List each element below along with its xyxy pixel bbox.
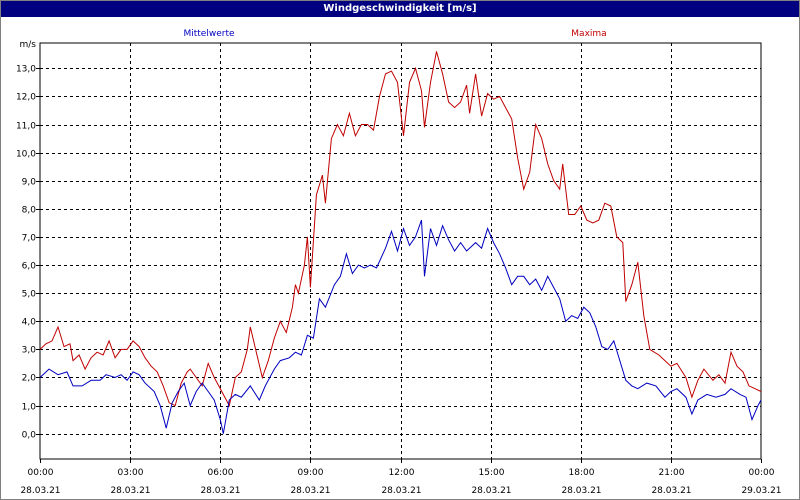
x-tick-time-label: 06:00 [208, 468, 234, 478]
plot-frame [39, 42, 762, 460]
x-tick-time-label: 21:00 [659, 468, 685, 478]
series-line-maxima [39, 51, 762, 408]
x-tick-date-label: 28.03.21 [290, 486, 330, 496]
x-tick-date-label: 29.03.21 [741, 486, 781, 496]
x-tick-time-label: 09:00 [298, 468, 324, 478]
x-tick-time-label: 00:00 [28, 468, 54, 478]
x-tick-date-label: 28.03.21 [20, 486, 60, 496]
x-tick-time-label: 00:00 [749, 468, 775, 478]
y-tick-label: 0,0 [22, 431, 37, 441]
wind-speed-chart: 0,0 1,0 2,0 3,0 4,0 5,0 6,0 7,0 8,0 9,0 10,0 11,0 12… [16, 29, 782, 496]
y-tick-label: 9,0 [22, 178, 37, 188]
window-title: Windgeschwindigkeit [m/s] [1, 1, 799, 17]
x-tick-date-label: 28.03.21 [471, 486, 511, 496]
y-tick-label: 12,0 [16, 93, 36, 103]
y-tick-label: 8,0 [22, 206, 37, 216]
series-line-mittelwerte [39, 219, 762, 434]
x-tick-time-label: 03:00 [118, 468, 144, 478]
x-tick-time-label: 15:00 [479, 468, 505, 478]
x-tick-date-label: 28.03.21 [110, 486, 150, 496]
legend-maxima: Maxima [571, 29, 606, 39]
x-tick-time-label: 12:00 [389, 468, 415, 478]
y-tick-label: 3,0 [22, 346, 37, 356]
x-tick-date-label: 28.03.21 [381, 486, 421, 496]
y-tick-label: 1,0 [22, 403, 37, 413]
x-tick-date-label: 28.03.21 [651, 486, 691, 496]
y-tick-label: 13,0 [16, 65, 36, 75]
y-tick-label: 10,0 [16, 150, 36, 160]
y-tick-label: 7,0 [22, 234, 37, 244]
y-tick-label: 6,0 [22, 262, 37, 272]
x-tick-date-label: 28.03.21 [200, 486, 240, 496]
y-tick-label: 2,0 [22, 374, 37, 384]
y-tick-label: 11,0 [16, 122, 36, 132]
y-tick-label: 5,0 [22, 290, 37, 300]
legend-mittelwerte: Mittelwerte [183, 29, 234, 39]
y-axis-label: m/s [20, 40, 37, 50]
y-tick-label: 4,0 [22, 318, 37, 328]
x-tick-time-label: 18:00 [569, 468, 595, 478]
x-tick-date-label: 28.03.21 [561, 486, 601, 496]
